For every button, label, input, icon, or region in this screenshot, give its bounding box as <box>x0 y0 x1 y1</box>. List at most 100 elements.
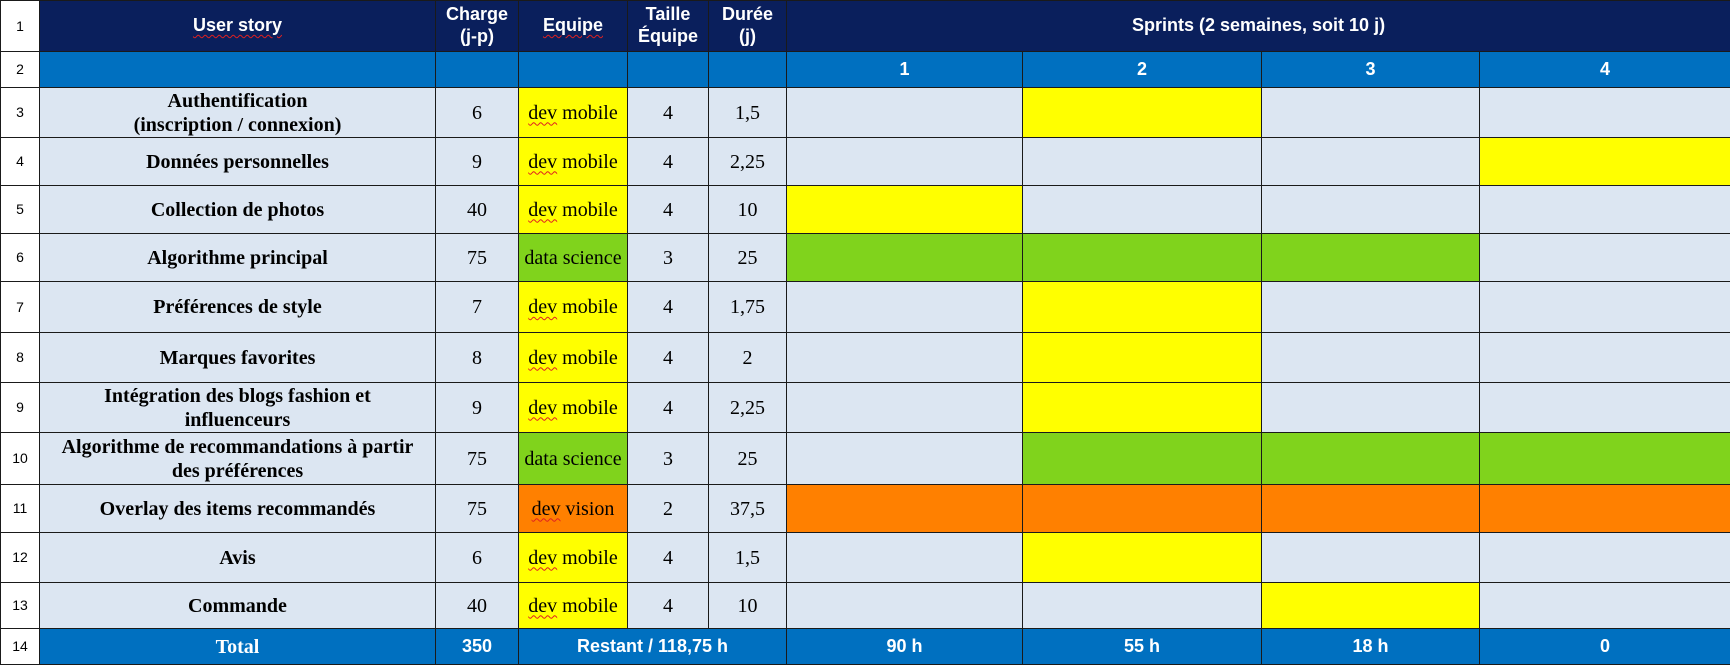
user-story-cell[interactable]: Données personnelles <box>40 138 436 186</box>
charge-cell[interactable]: 40 <box>436 583 519 629</box>
charge-cell[interactable]: 6 <box>436 88 519 138</box>
charge-cell[interactable]: 6 <box>436 533 519 583</box>
sprint-allocation-cell[interactable] <box>1480 138 1730 186</box>
sprint-allocation-cell[interactable] <box>1480 485 1730 533</box>
user-story-cell[interactable]: Préférences de style <box>40 282 436 333</box>
user-story-cell[interactable]: Authentification (inscription / connexio… <box>40 88 436 138</box>
user-story-cell[interactable]: Collection de photos <box>40 186 436 234</box>
sprint-empty-cell[interactable] <box>1480 88 1730 138</box>
total-label-cell[interactable]: Total <box>40 629 436 665</box>
charge-header[interactable]: Charge(j-p) <box>436 1 519 52</box>
sprint-number-cell[interactable]: 4 <box>1480 52 1730 88</box>
sprint-allocation-cell[interactable] <box>787 485 1023 533</box>
team-cell[interactable]: data science <box>519 433 628 485</box>
user-story-cell[interactable]: Avis <box>40 533 436 583</box>
sprint-empty-cell[interactable] <box>787 88 1023 138</box>
empty-cell[interactable] <box>709 52 787 88</box>
sprint-number-cell[interactable]: 3 <box>1262 52 1480 88</box>
restant-cell[interactable]: Restant / 118,75 h <box>519 629 787 665</box>
sprint-empty-cell[interactable] <box>1480 282 1730 333</box>
charge-cell[interactable]: 7 <box>436 282 519 333</box>
team-cell[interactable]: dev mobile <box>519 333 628 383</box>
row-header[interactable]: 10 <box>1 433 40 485</box>
charge-cell[interactable]: 75 <box>436 234 519 282</box>
sprint-empty-cell[interactable] <box>1480 234 1730 282</box>
sprint-allocation-cell[interactable] <box>1023 433 1262 485</box>
sprint-empty-cell[interactable] <box>1262 138 1480 186</box>
sprint-empty-cell[interactable] <box>1480 583 1730 629</box>
sprint-allocation-cell[interactable] <box>1023 333 1262 383</box>
duration-cell[interactable]: 1,75 <box>709 282 787 333</box>
sprint-total-cell[interactable]: 18 h <box>1262 629 1480 665</box>
duration-cell[interactable]: 37,5 <box>709 485 787 533</box>
sprint-empty-cell[interactable] <box>1023 138 1262 186</box>
user-story-cell[interactable]: Algorithme principal <box>40 234 436 282</box>
charge-cell[interactable]: 9 <box>436 383 519 433</box>
user-story-cell[interactable]: Intégration des blogs fashion et influen… <box>40 383 436 433</box>
team-cell[interactable]: dev mobile <box>519 583 628 629</box>
empty-cell[interactable] <box>628 52 709 88</box>
sprint-empty-cell[interactable] <box>787 583 1023 629</box>
sprint-empty-cell[interactable] <box>1262 282 1480 333</box>
duration-cell[interactable]: 25 <box>709 234 787 282</box>
team-cell[interactable]: dev vision <box>519 485 628 533</box>
team-cell[interactable]: data science <box>519 234 628 282</box>
duration-cell[interactable]: 25 <box>709 433 787 485</box>
team-size-cell[interactable]: 4 <box>628 282 709 333</box>
team-size-cell[interactable]: 4 <box>628 533 709 583</box>
sprint-allocation-cell[interactable] <box>1023 383 1262 433</box>
sprint-empty-cell[interactable] <box>787 433 1023 485</box>
team-size-cell[interactable]: 4 <box>628 88 709 138</box>
team-cell[interactable]: dev mobile <box>519 383 628 433</box>
sprint-empty-cell[interactable] <box>1262 383 1480 433</box>
user-story-cell[interactable]: Marques favorites <box>40 333 436 383</box>
sprint-allocation-cell[interactable] <box>787 186 1023 234</box>
sprint-empty-cell[interactable] <box>787 533 1023 583</box>
user-story-cell[interactable]: Algorithme de recommandations à partir d… <box>40 433 436 485</box>
sprint-allocation-cell[interactable] <box>1023 88 1262 138</box>
row-header[interactable]: 5 <box>1 186 40 234</box>
user-story-header[interactable]: User story <box>40 1 436 52</box>
sprint-allocation-cell[interactable] <box>1262 234 1480 282</box>
sprint-empty-cell[interactable] <box>787 282 1023 333</box>
duration-cell[interactable]: 10 <box>709 583 787 629</box>
row-header[interactable]: 13 <box>1 583 40 629</box>
duration-cell[interactable]: 2 <box>709 333 787 383</box>
sprint-allocation-cell[interactable] <box>787 234 1023 282</box>
team-cell[interactable]: dev mobile <box>519 533 628 583</box>
sprint-number-cell[interactable]: 2 <box>1023 52 1262 88</box>
row-header[interactable]: 8 <box>1 333 40 383</box>
sprint-empty-cell[interactable] <box>1480 533 1730 583</box>
team-cell[interactable]: dev mobile <box>519 186 628 234</box>
team-size-cell[interactable]: 4 <box>628 333 709 383</box>
row-header[interactable]: 14 <box>1 629 40 665</box>
empty-cell[interactable] <box>436 52 519 88</box>
row-header[interactable]: 6 <box>1 234 40 282</box>
team-size-cell[interactable]: 4 <box>628 138 709 186</box>
sprint-empty-cell[interactable] <box>1023 186 1262 234</box>
duration-cell[interactable]: 2,25 <box>709 138 787 186</box>
sprint-empty-cell[interactable] <box>1480 383 1730 433</box>
team-size-cell[interactable]: 2 <box>628 485 709 533</box>
sprint-empty-cell[interactable] <box>787 138 1023 186</box>
sprints-header[interactable]: Sprints (2 semaines, soit 10 j) <box>787 1 1730 52</box>
row-header[interactable]: 3 <box>1 88 40 138</box>
charge-cell[interactable]: 9 <box>436 138 519 186</box>
empty-cell[interactable] <box>40 52 436 88</box>
sprint-allocation-cell[interactable] <box>1023 485 1262 533</box>
sprint-empty-cell[interactable] <box>787 383 1023 433</box>
sprint-allocation-cell[interactable] <box>1262 433 1480 485</box>
sprint-allocation-cell[interactable] <box>1262 583 1480 629</box>
sprint-allocation-cell[interactable] <box>1023 282 1262 333</box>
row-header[interactable]: 9 <box>1 383 40 433</box>
sprint-empty-cell[interactable] <box>787 333 1023 383</box>
team-cell[interactable]: dev mobile <box>519 88 628 138</box>
row-header[interactable]: 7 <box>1 282 40 333</box>
equipe-header[interactable]: Equipe <box>519 1 628 52</box>
row-header[interactable]: 1 <box>1 1 40 52</box>
team-size-cell[interactable]: 3 <box>628 433 709 485</box>
team-size-cell[interactable]: 4 <box>628 583 709 629</box>
sprint-empty-cell[interactable] <box>1262 186 1480 234</box>
sprint-empty-cell[interactable] <box>1480 333 1730 383</box>
total-charge-cell[interactable]: 350 <box>436 629 519 665</box>
